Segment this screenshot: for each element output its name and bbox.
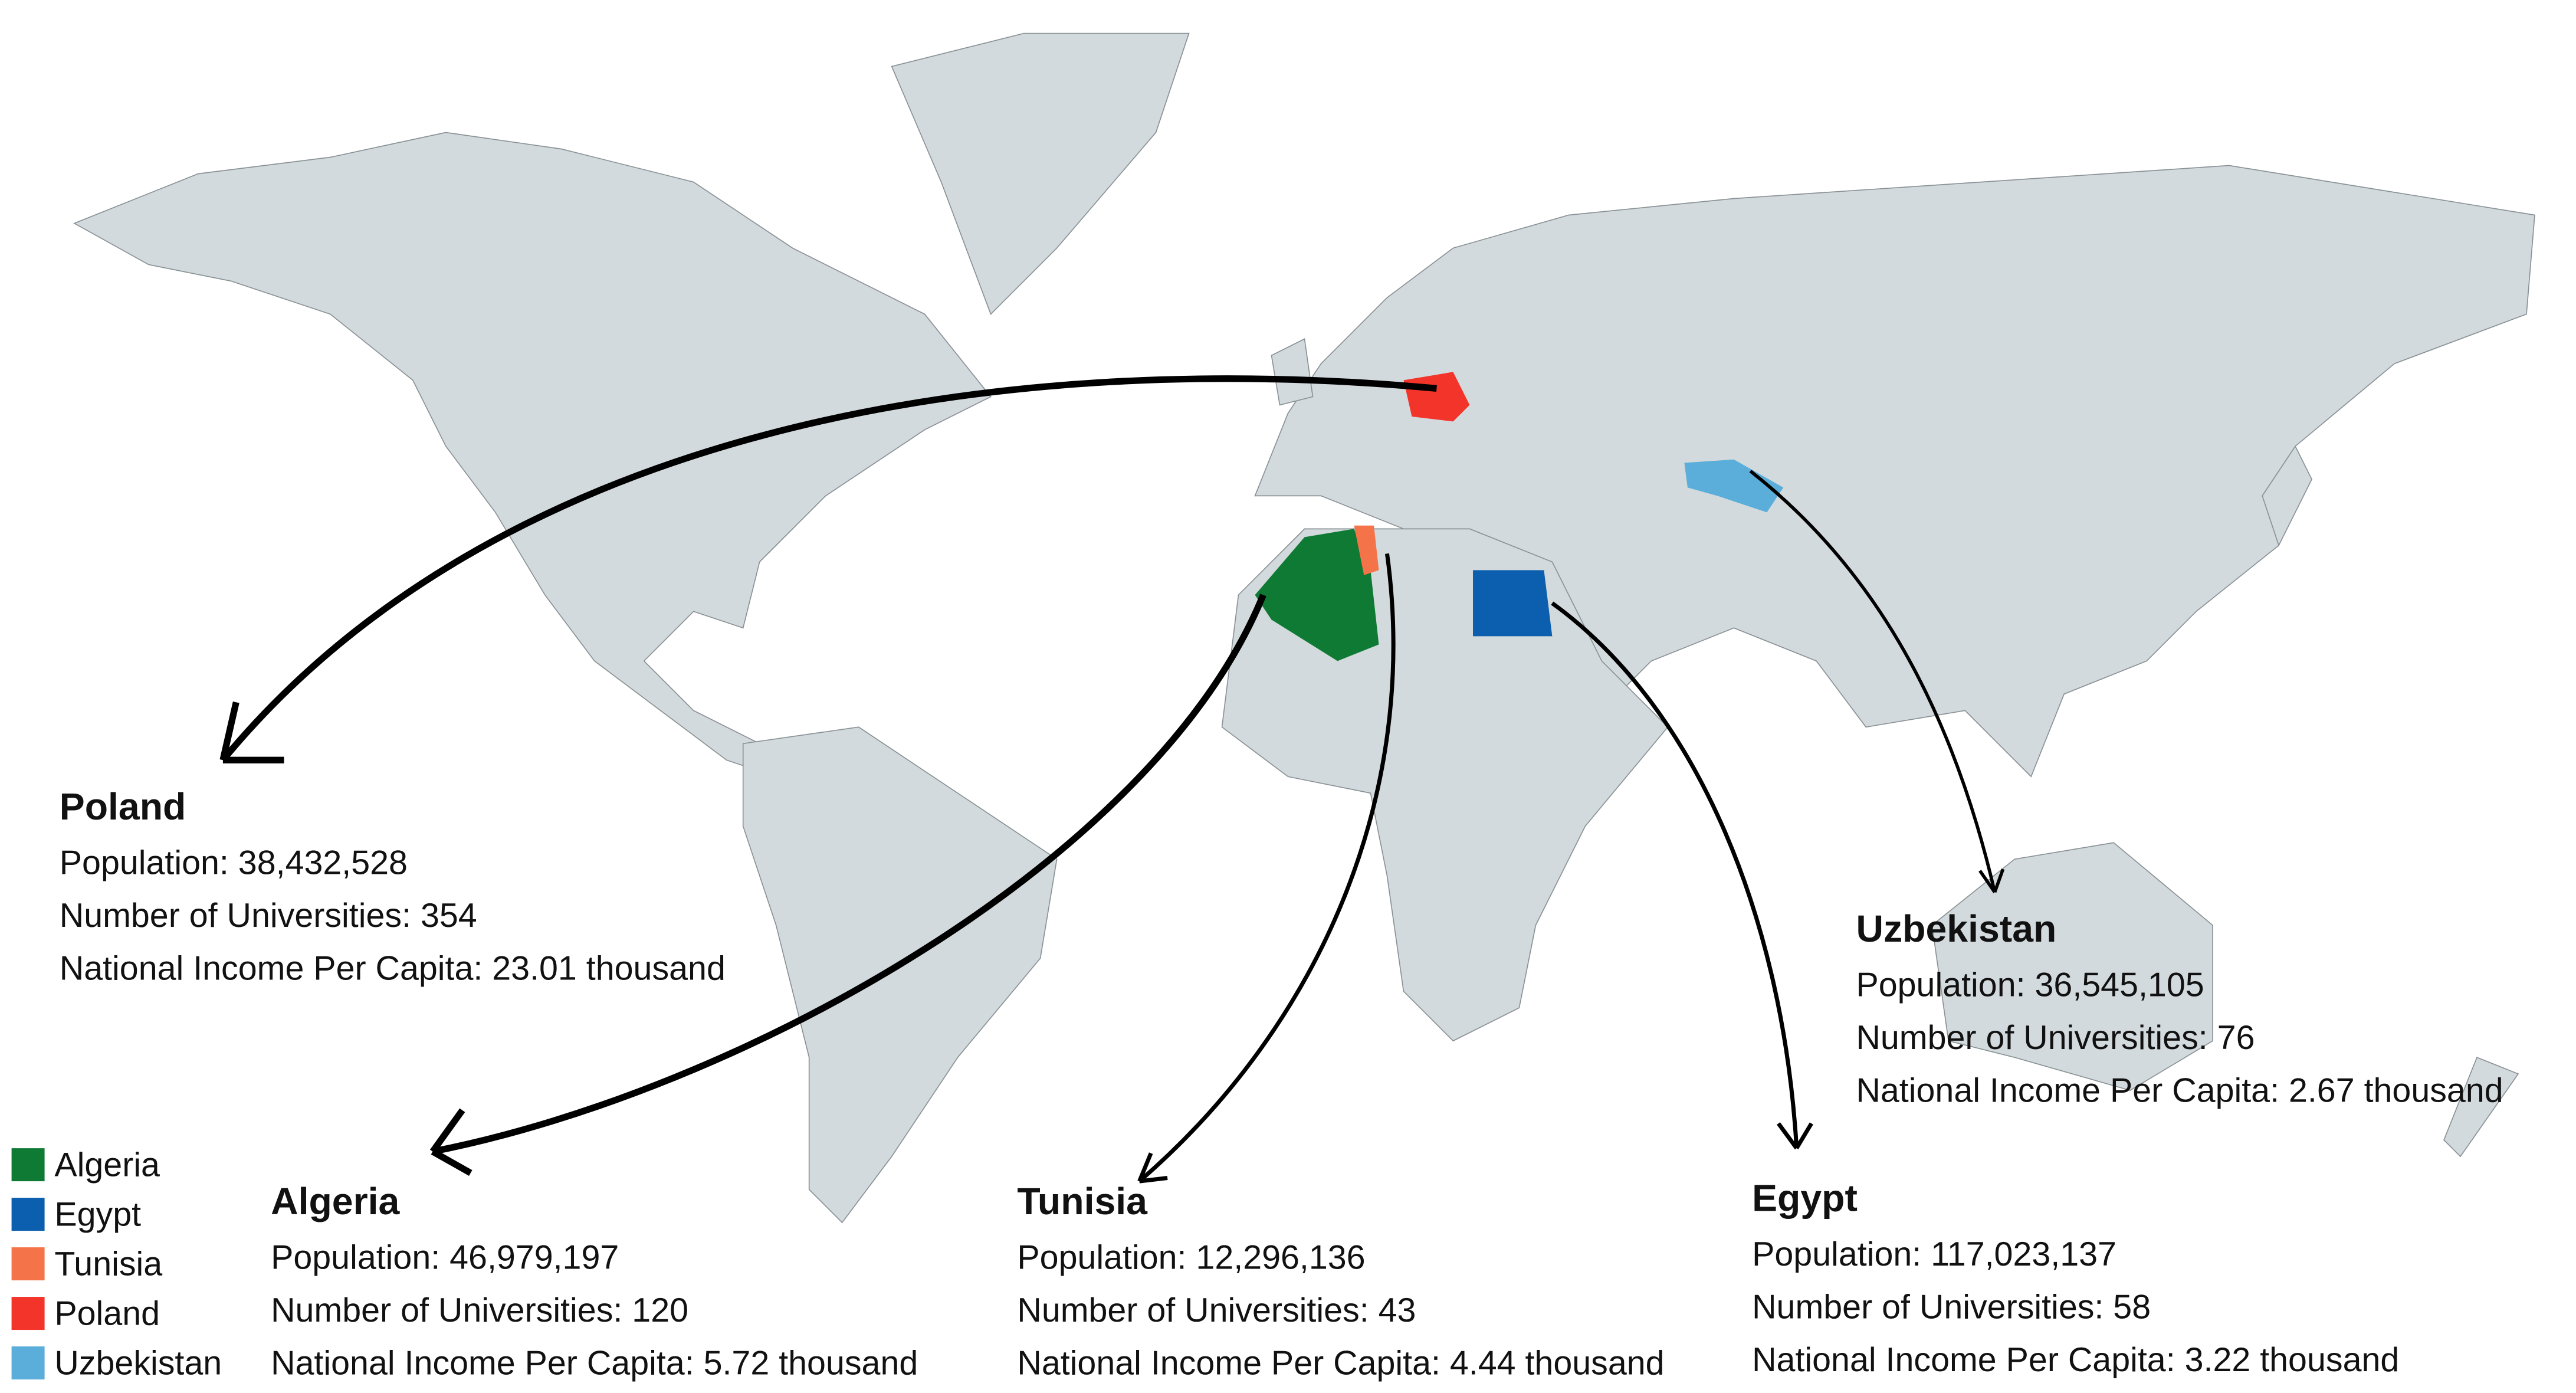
legend-label: Egypt — [54, 1196, 141, 1234]
legend-swatch — [11, 1297, 45, 1330]
country-name: Poland — [60, 785, 186, 828]
country-income: National Income Per Capita: 23.01 thousa… — [60, 950, 726, 988]
country-population: Population: 46,979,197 — [271, 1238, 619, 1276]
legend-swatch — [11, 1198, 45, 1231]
country-population: Population: 38,432,528 — [60, 844, 408, 881]
japan — [2262, 445, 2313, 547]
arrows — [219, 375, 2005, 1184]
country-income: National Income Per Capita: 5.72 thousan… — [271, 1345, 918, 1382]
country-population: Population: 12,296,136 — [1017, 1238, 1365, 1276]
legend-label: Algeria — [54, 1146, 160, 1184]
country-population: Population: 36,545,105 — [1856, 966, 2204, 1004]
highlighted-countries — [1255, 372, 1784, 661]
legend: Algeria Egypt Tunisia Poland Uzbekistan — [11, 1146, 222, 1382]
tunisia-shape — [1354, 525, 1379, 575]
australia — [1931, 842, 2213, 1092]
north-america — [73, 132, 992, 778]
algeria-shape — [1255, 529, 1379, 661]
country-universities: Number of Universities: 43 — [1017, 1292, 1416, 1329]
legend-label: Poland — [54, 1295, 160, 1333]
arrow-tunisia — [1137, 553, 1396, 1184]
legend-label: Uzbekistan — [54, 1345, 222, 1382]
country-universities: Number of Universities: 76 — [1856, 1019, 2255, 1057]
country-labels: Poland Population: 38,432,528 Number of Un… — [60, 785, 2503, 1382]
land — [73, 32, 2535, 1224]
arrow-egypt — [1551, 601, 1813, 1150]
greenland — [891, 32, 1190, 315]
arrow-uzbekistan — [1749, 470, 2005, 893]
country-income: National Income Per Capita: 2.67 thousan… — [1856, 1072, 2503, 1110]
country-population: Population: 117,023,137 — [1752, 1235, 2116, 1273]
country-income: National Income Per Capita: 3.22 thousan… — [1752, 1341, 2399, 1379]
legend-swatch — [11, 1247, 45, 1281]
arrow-algeria — [429, 594, 1266, 1176]
new-zealand — [2443, 1057, 2519, 1158]
country-name: Algeria — [271, 1180, 400, 1222]
country-universities: Number of Universities: 58 — [1752, 1288, 2151, 1326]
uk — [1271, 338, 1314, 406]
country-name: Egypt — [1752, 1177, 1858, 1220]
country-name: Uzbekistan — [1856, 907, 2056, 950]
legend-label: Tunisia — [54, 1245, 162, 1283]
south-america — [742, 726, 1058, 1224]
uzbekistan-shape — [1684, 459, 1784, 513]
country-income: National Income Per Capita: 4.44 thousan… — [1017, 1345, 1664, 1382]
country-universities: Number of Universities: 354 — [60, 897, 477, 935]
country-name: Tunisia — [1017, 1180, 1148, 1222]
arrow-poland — [219, 375, 1437, 763]
legend-swatch — [11, 1346, 45, 1380]
egypt-shape — [1473, 570, 1553, 637]
country-universities: Number of Universities: 120 — [271, 1292, 688, 1329]
legend-swatch — [11, 1148, 45, 1182]
